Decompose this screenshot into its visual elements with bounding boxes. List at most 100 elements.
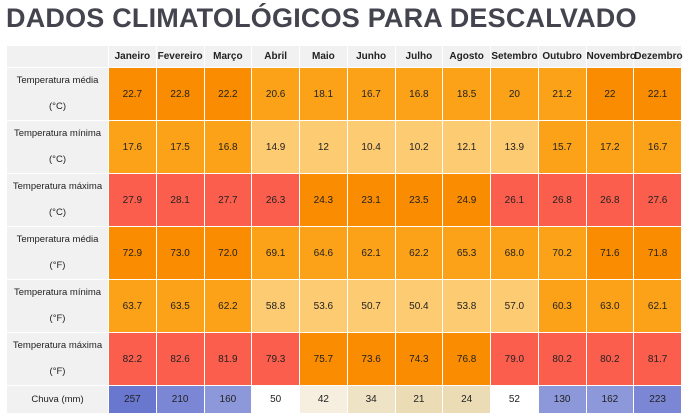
value-cell: 81.7: [633, 332, 682, 386]
row-label-unit: (°C): [49, 101, 66, 112]
month-header: Dezembro: [633, 45, 683, 68]
value-cell: 16.8: [394, 67, 444, 121]
value-cell: 16.7: [346, 67, 396, 121]
rain-cell: 130: [537, 385, 587, 414]
row-label: Temperatura mínima (°F): [6, 279, 109, 333]
value-cell: 27.6: [633, 173, 682, 227]
row-label: Temperatura média (°C): [6, 67, 109, 121]
value-cell: 10.2: [394, 120, 444, 174]
month-header: Setembro: [490, 45, 539, 68]
table-row: Temperatura mínima (°F) 63.7 63.5 62.2 58.8 53…: [6, 279, 682, 333]
row-label-unit: (°C): [49, 207, 66, 218]
value-cell: 81.9: [203, 332, 253, 386]
rain-cell: 160: [203, 385, 253, 414]
value-cell: 79.3: [251, 332, 300, 386]
month-header-row: Janeiro Fevereiro Março Abril Maio Junho…: [6, 45, 683, 68]
month-header: Novembro: [585, 45, 636, 68]
value-cell: 53.8: [442, 279, 491, 333]
value-cell: 24.9: [442, 173, 491, 227]
value-cell: 75.7: [299, 332, 348, 386]
value-cell: 80.2: [585, 332, 635, 386]
value-cell: 23.1: [346, 173, 396, 227]
row-label-unit: (°F): [49, 313, 66, 324]
value-cell: 26.8: [537, 173, 587, 227]
value-cell: 22.7: [108, 67, 157, 121]
row-label: Temperatura máxima (°F): [6, 332, 109, 386]
month-header: Junho: [346, 45, 396, 68]
rain-cell: 42: [299, 385, 348, 414]
page-title: DADOS CLIMATOLÓGICOS PARA DESCALVADO: [6, 3, 637, 33]
row-label-text: Temperatura mínima: [13, 287, 102, 298]
month-header: Março: [203, 45, 253, 68]
value-cell: 58.8: [251, 279, 300, 333]
value-cell: 76.8: [442, 332, 491, 386]
row-label: Temperatura média (°F): [6, 226, 109, 280]
value-cell: 79.0: [490, 332, 539, 386]
value-cell: 28.1: [155, 173, 205, 227]
climate-table: Janeiro Fevereiro Março Abril Maio Junho…: [6, 45, 683, 414]
month-header: Agosto: [442, 45, 491, 68]
row-label-text: Chuva (mm): [31, 393, 84, 405]
value-cell: 57.0: [490, 279, 539, 333]
table-row: Temperatura máxima (°F) 82.2 82.6 81.9 79.3 75…: [6, 332, 682, 386]
row-label: Temperatura mínima (°C): [6, 120, 109, 174]
value-cell: 22.1: [633, 67, 682, 121]
value-cell: 73.6: [346, 332, 396, 386]
value-cell: 12.1: [442, 120, 491, 174]
value-cell: 60.3: [537, 279, 587, 333]
value-cell: 18.1: [299, 67, 348, 121]
row-label-text: Temperatura máxima: [12, 181, 103, 192]
month-header: Julho: [394, 45, 444, 68]
value-cell: 65.3: [442, 226, 491, 280]
value-cell: 71.6: [585, 226, 635, 280]
value-cell: 10.4: [346, 120, 396, 174]
value-cell: 22.8: [155, 67, 205, 121]
value-cell: 22: [585, 67, 635, 121]
value-cell: 62.1: [346, 226, 396, 280]
value-cell: 50.7: [346, 279, 396, 333]
month-header: Fevereiro: [155, 45, 205, 68]
value-cell: 18.5: [442, 67, 491, 121]
value-cell: 63.7: [108, 279, 157, 333]
rain-cell: 24: [442, 385, 491, 414]
month-header: Janeiro: [108, 45, 157, 68]
value-cell: 17.2: [585, 120, 635, 174]
row-label-text: Temperatura média: [16, 234, 99, 245]
value-cell: 26.8: [585, 173, 635, 227]
value-cell: 12: [299, 120, 348, 174]
row-label-text: Temperatura máxima: [12, 340, 103, 351]
rain-cell: 257: [108, 385, 157, 414]
table-row: Temperatura média (°F) 72.9 73.0 72.0 69.1 64.…: [6, 226, 682, 280]
rain-row: Chuva (mm) 257 210 160 50 42 34 21 24 52 130 162 223: [6, 385, 682, 414]
month-header: Outubro: [537, 45, 587, 68]
rain-cell: 223: [633, 385, 682, 414]
value-cell: 72.0: [203, 226, 253, 280]
value-cell: 26.1: [490, 173, 539, 227]
month-header: Maio: [299, 45, 348, 68]
value-cell: 20.6: [251, 67, 300, 121]
value-cell: 14.9: [251, 120, 300, 174]
row-label-unit: (°F): [49, 366, 66, 377]
value-cell: 13.9: [490, 120, 539, 174]
value-cell: 20: [490, 67, 539, 121]
value-cell: 16.8: [203, 120, 253, 174]
value-cell: 73.0: [155, 226, 205, 280]
value-cell: 50.4: [394, 279, 444, 333]
row-label-text: Temperatura mínima: [13, 128, 102, 139]
value-cell: 23.5: [394, 173, 444, 227]
value-cell: 63.5: [155, 279, 205, 333]
corner-cell: [6, 45, 109, 68]
value-cell: 80.2: [537, 332, 587, 386]
rain-cell: 21: [394, 385, 444, 414]
row-label: Temperatura máxima (°C): [6, 173, 109, 227]
value-cell: 21.2: [537, 67, 587, 121]
value-cell: 69.1: [251, 226, 300, 280]
row-label-unit: (°C): [49, 154, 66, 165]
value-cell: 71.8: [633, 226, 682, 280]
value-cell: 27.9: [108, 173, 157, 227]
table-row: Temperatura máxima (°C) 27.9 28.1 27.7 26.3 24…: [6, 173, 682, 227]
value-cell: 82.6: [155, 332, 205, 386]
value-cell: 82.2: [108, 332, 157, 386]
rain-cell: 34: [346, 385, 396, 414]
value-cell: 64.6: [299, 226, 348, 280]
